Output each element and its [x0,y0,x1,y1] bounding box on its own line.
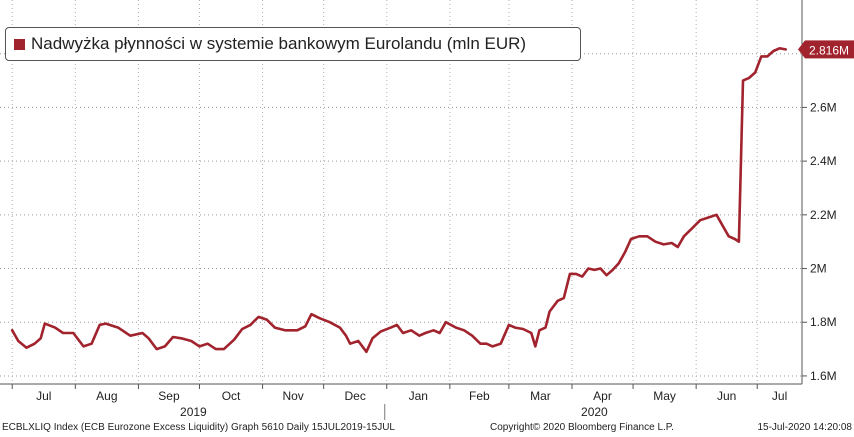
legend-swatch [14,38,25,50]
x-tick-label: Dec [345,389,366,403]
last-value-badge [805,40,854,59]
y-tick-label: 2M [810,262,827,276]
grid-lines [0,0,802,384]
y-tick-label: 1.6M [810,369,837,383]
series-layer [10,47,787,354]
footer-copyright: Copyright© 2020 Bloomberg Finance L.P. [490,422,674,433]
y-tick-label: 2.4M [810,154,837,168]
x-tick-label: Apr [593,389,612,403]
x-tick-label: Nov [282,389,303,403]
x-axis-ticks: Jul Aug Sep Oct Nov Dec Jan Feb Mar Apr May Jun Jul 2… [11,384,787,419]
x-tick-label: Feb [469,389,490,403]
y-tick-label: 2.6M [810,100,837,114]
last-value-layer: 2.816M [798,40,854,59]
legend-label: Nadwyżka płynności w systemie bankowym E… [31,34,527,53]
year-label: 2020 [581,405,608,419]
x-tick-label: Jan [409,389,428,403]
year-label: 2019 [180,405,207,419]
chart-footer: ECBLXLIQ Index (ECB Eurozone Excess Liqu… [0,420,854,437]
x-tick-label: Jul [772,389,787,403]
y-tick-label: 2.2M [810,208,837,222]
axes [0,0,803,420]
x-tick-label: Sep [158,389,180,403]
last-value-pointer [798,40,805,59]
line-chart: Jul Aug Sep Oct Nov Dec Jan Feb Mar Apr May Jun Jul 2… [0,0,854,420]
chart-legend: Nadwyżka płynności w systemie bankowym E… [5,27,581,61]
series-line [10,47,787,354]
last-value-label: 2.816M [809,43,849,57]
footer-source: ECBLXLIQ Index (ECB Eurozone Excess Liqu… [2,422,395,433]
footer-timestamp: 15-Jul-2020 14:20:08 [757,422,852,433]
x-tick-label: Jun [717,389,736,403]
y-tick-label: 1.8M [810,315,837,329]
x-tick-label: May [653,389,676,403]
x-tick-label: Jul [36,389,51,403]
x-tick-label: Mar [530,389,551,403]
x-tick-label: Aug [96,389,117,403]
x-tick-label: Oct [222,389,241,403]
